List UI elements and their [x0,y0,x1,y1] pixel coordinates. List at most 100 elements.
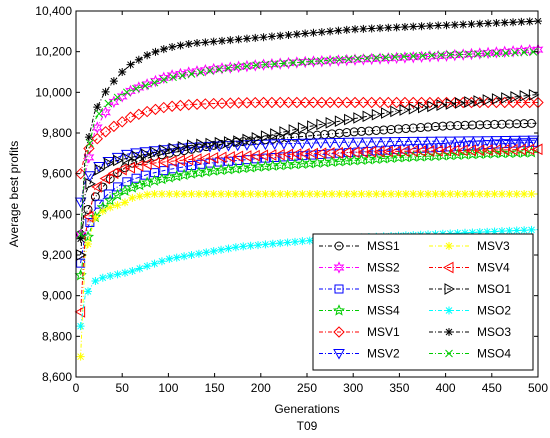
x-tick-label: 150 [205,381,225,395]
data-point [465,96,478,109]
data-point [199,98,212,110]
data-point [423,122,433,132]
data-point [316,96,328,109]
data-point [187,190,196,198]
data-point [82,210,94,223]
data-point [224,97,237,109]
data-point [168,142,180,155]
data-point [124,111,137,123]
data-point [292,30,301,39]
data-point [209,140,219,150]
data-point [500,18,509,27]
data-point [298,190,307,198]
data-point [209,247,218,256]
data-point [106,271,115,280]
data-point [518,135,530,147]
data-point [113,154,124,167]
data-point [334,128,344,138]
legend-label: MSS1 [367,239,400,253]
data-point [481,136,494,147]
legend-label: MSS2 [367,261,400,275]
legend-item-mso3: MSO3 [429,325,511,339]
data-point [326,56,334,65]
data-point [141,176,154,188]
data-point [497,227,506,236]
data-point [427,143,437,153]
series-msv1 [74,96,544,180]
legend-marker [334,241,344,251]
data-point [400,23,409,32]
data-point [116,163,127,176]
x-tick-label: 100 [158,381,178,395]
data-point [351,137,364,149]
x-tick-label: 450 [482,381,502,395]
data-point [501,92,512,104]
data-point [483,190,492,198]
data-point [224,190,233,198]
legend-marker [445,306,453,315]
data-point [283,238,292,247]
data-point [464,50,473,59]
data-point [520,48,528,57]
series-line [80,122,539,235]
data-point [214,136,226,149]
series-line [80,141,539,264]
data-point [446,229,455,238]
legend-label: MSV3 [477,239,510,253]
data-point [268,134,278,144]
data-point [492,18,501,27]
data-point [388,137,401,148]
data-point [301,29,310,38]
data-point [519,90,531,102]
data-point [251,132,263,144]
data-point [527,135,540,147]
data-point [305,236,314,245]
data-point [135,192,144,201]
data-point [268,190,277,198]
data-point [510,138,520,148]
data-point [372,53,381,62]
data-point [217,245,226,254]
data-point [243,62,251,70]
data-point [209,190,218,198]
data-point [91,181,102,193]
data-point [130,148,142,159]
y-tick-label: 10,400 [35,4,72,18]
legend-marker [445,328,453,336]
legend-label: MSV1 [367,325,400,339]
data-point [525,17,534,26]
data-point [104,99,113,108]
data-point [116,116,128,128]
data-point [446,50,455,59]
data-point [371,108,383,121]
data-point [325,116,337,129]
data-point [196,138,207,151]
data-point [313,190,322,198]
data-point [298,237,307,246]
data-point [95,109,103,118]
data-point [128,266,137,275]
data-point [204,141,216,153]
data-point [432,96,444,109]
data-point [111,188,124,201]
data-point [74,197,87,209]
data-point [187,70,196,78]
data-point [307,57,316,66]
data-point [209,37,218,46]
data-point [109,77,118,86]
data-point [134,55,143,64]
data-point [193,39,202,48]
data-point [512,190,521,198]
data-point [133,178,146,191]
series-mso1 [76,89,540,261]
data-point [453,229,462,238]
data-point [490,119,500,129]
data-point [394,190,403,198]
data-point [409,190,418,198]
data-point [382,96,395,109]
data-point [120,268,129,277]
data-point [84,171,96,182]
data-point [455,50,464,59]
data-point [431,190,440,198]
data-point [445,121,455,131]
